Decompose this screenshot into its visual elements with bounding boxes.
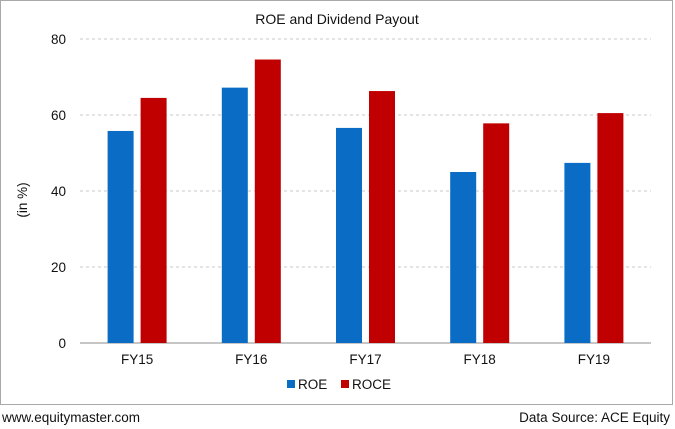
y-tick-labels: 0 20 40 60 80 [51, 32, 66, 351]
legend-swatch-roce [341, 380, 349, 388]
y-tick-label: 20 [51, 260, 66, 275]
bar-roce-fy19 [597, 113, 624, 343]
x-tick-labels: FY15 FY16 FY17 FY18 FY19 [121, 352, 610, 367]
bar-roe-fy16 [221, 87, 248, 343]
x-tick-label: FY18 [464, 352, 496, 367]
chart-title: ROE and Dividend Payout [255, 11, 419, 27]
x-tick-label: FY16 [235, 352, 267, 367]
x-tick-label: FY15 [121, 352, 153, 367]
data-source-label: Data Source: ACE Equity [519, 410, 670, 425]
y-tick-label: 80 [51, 32, 66, 47]
legend-label-roce: ROCE [352, 377, 391, 392]
y-tick-label: 40 [51, 184, 66, 199]
x-tick-label: FY17 [349, 352, 381, 367]
grid-lines [80, 38, 651, 344]
website-label: www.equitymaster.com [2, 410, 141, 425]
y-tick-label: 60 [51, 108, 66, 123]
x-tick-label: FY19 [578, 352, 610, 367]
legend: ROE ROCE [287, 377, 391, 392]
footer: www.equitymaster.com Data Source: ACE Eq… [0, 406, 675, 429]
legend-swatch-roe [287, 380, 295, 388]
bar-roe-fy15 [107, 130, 134, 343]
bar-roce-fy18 [483, 123, 510, 343]
bar-roe-fy18 [450, 172, 477, 343]
bar-roce-fy16 [254, 59, 281, 344]
y-axis-label: (in %) [15, 182, 30, 217]
legend-label-roe: ROE [298, 377, 327, 392]
bar-roe-fy19 [564, 162, 591, 343]
bar-roce-fy17 [369, 91, 395, 343]
bar-roe-fy17 [336, 127, 362, 343]
bars [107, 59, 624, 344]
y-tick-label: 0 [58, 336, 66, 351]
bar-roce-fy15 [140, 97, 167, 344]
